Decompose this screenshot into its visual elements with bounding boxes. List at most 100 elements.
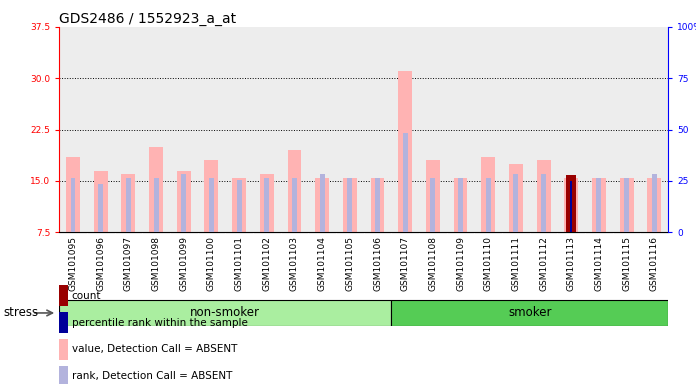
Bar bbox=[237, 180, 242, 232]
Bar bbox=[426, 161, 440, 232]
Text: GSM101095: GSM101095 bbox=[68, 236, 77, 291]
Bar bbox=[315, 177, 329, 232]
Text: GSM101107: GSM101107 bbox=[401, 236, 410, 291]
Bar bbox=[70, 177, 75, 232]
Bar bbox=[454, 177, 468, 232]
Bar bbox=[486, 177, 491, 232]
Text: GSM101102: GSM101102 bbox=[262, 236, 271, 291]
Text: stress: stress bbox=[3, 306, 38, 319]
Bar bbox=[570, 181, 572, 232]
Text: smoker: smoker bbox=[508, 306, 551, 319]
Bar bbox=[569, 177, 574, 232]
Bar bbox=[232, 177, 246, 232]
Text: GSM101114: GSM101114 bbox=[594, 236, 603, 291]
Bar bbox=[624, 177, 629, 232]
Bar bbox=[567, 175, 576, 232]
Text: GSM101111: GSM101111 bbox=[512, 236, 521, 291]
Text: GSM101096: GSM101096 bbox=[96, 236, 105, 291]
Text: GSM101116: GSM101116 bbox=[650, 236, 659, 291]
Bar bbox=[403, 133, 408, 232]
Bar bbox=[149, 147, 163, 232]
Bar bbox=[253, 27, 280, 232]
Bar bbox=[115, 27, 142, 232]
Bar bbox=[619, 177, 633, 232]
Text: GSM101113: GSM101113 bbox=[567, 236, 576, 291]
Bar bbox=[181, 174, 187, 232]
Bar bbox=[509, 164, 523, 232]
Bar bbox=[430, 177, 436, 232]
Bar bbox=[592, 177, 606, 232]
Bar bbox=[198, 27, 226, 232]
Bar bbox=[264, 177, 269, 232]
Text: non-smoker: non-smoker bbox=[190, 306, 260, 319]
Text: GSM101109: GSM101109 bbox=[456, 236, 465, 291]
Text: GSM101110: GSM101110 bbox=[484, 236, 493, 291]
Bar bbox=[292, 177, 297, 232]
Bar bbox=[319, 174, 324, 232]
Bar bbox=[482, 157, 495, 232]
Bar bbox=[154, 177, 159, 232]
Bar bbox=[398, 71, 412, 232]
Bar bbox=[287, 150, 301, 232]
Bar bbox=[59, 27, 87, 232]
Bar bbox=[177, 170, 191, 232]
Bar bbox=[502, 27, 530, 232]
Bar bbox=[347, 177, 352, 232]
Text: GSM101108: GSM101108 bbox=[428, 236, 437, 291]
Bar bbox=[94, 170, 108, 232]
Bar bbox=[260, 174, 274, 232]
Text: GDS2486 / 1552923_a_at: GDS2486 / 1552923_a_at bbox=[59, 12, 236, 26]
Bar bbox=[530, 27, 557, 232]
Bar bbox=[585, 27, 612, 232]
Bar bbox=[612, 27, 640, 232]
Text: percentile rank within the sample: percentile rank within the sample bbox=[72, 318, 248, 328]
Bar bbox=[557, 27, 585, 232]
Bar bbox=[391, 27, 419, 232]
Bar bbox=[640, 27, 668, 232]
Text: GSM101098: GSM101098 bbox=[152, 236, 161, 291]
Bar bbox=[475, 27, 502, 232]
Bar bbox=[447, 27, 475, 232]
Bar bbox=[364, 27, 391, 232]
Bar bbox=[308, 27, 336, 232]
Bar bbox=[87, 27, 115, 232]
Bar bbox=[142, 27, 170, 232]
Bar bbox=[537, 161, 551, 232]
Bar bbox=[419, 27, 447, 232]
Bar bbox=[205, 161, 219, 232]
Text: GSM101106: GSM101106 bbox=[373, 236, 382, 291]
Bar bbox=[343, 177, 357, 232]
Text: GSM101099: GSM101099 bbox=[180, 236, 188, 291]
Text: GSM101105: GSM101105 bbox=[345, 236, 354, 291]
Bar bbox=[280, 27, 308, 232]
Bar bbox=[59, 300, 391, 326]
Text: GSM101103: GSM101103 bbox=[290, 236, 299, 291]
Text: value, Detection Call = ABSENT: value, Detection Call = ABSENT bbox=[72, 344, 237, 354]
Bar bbox=[170, 27, 198, 232]
Bar bbox=[541, 174, 546, 232]
Bar bbox=[226, 27, 253, 232]
Text: GSM101115: GSM101115 bbox=[622, 236, 631, 291]
Bar bbox=[458, 177, 463, 232]
Bar bbox=[98, 184, 103, 232]
Bar bbox=[126, 177, 131, 232]
Bar bbox=[391, 300, 668, 326]
Bar bbox=[596, 177, 601, 232]
Text: count: count bbox=[72, 291, 101, 301]
Text: GSM101112: GSM101112 bbox=[539, 236, 548, 291]
Bar bbox=[370, 177, 384, 232]
Text: rank, Detection Call = ABSENT: rank, Detection Call = ABSENT bbox=[72, 371, 232, 381]
Bar bbox=[121, 174, 135, 232]
Bar bbox=[375, 177, 380, 232]
Bar bbox=[647, 177, 661, 232]
Bar bbox=[514, 174, 519, 232]
Bar bbox=[652, 174, 657, 232]
Text: GSM101100: GSM101100 bbox=[207, 236, 216, 291]
Bar bbox=[66, 157, 80, 232]
Bar bbox=[336, 27, 364, 232]
Text: GSM101101: GSM101101 bbox=[235, 236, 244, 291]
Text: GSM101104: GSM101104 bbox=[317, 236, 326, 291]
Bar bbox=[564, 177, 578, 232]
Text: GSM101097: GSM101097 bbox=[124, 236, 133, 291]
Bar bbox=[209, 177, 214, 232]
